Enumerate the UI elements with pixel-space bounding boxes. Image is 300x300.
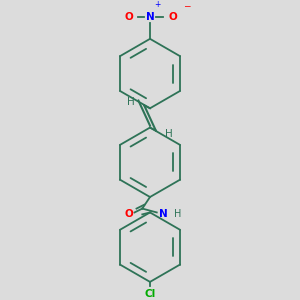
Text: H: H bbox=[165, 129, 173, 139]
Text: O: O bbox=[124, 209, 133, 219]
Text: N: N bbox=[159, 209, 168, 219]
Text: Cl: Cl bbox=[144, 289, 156, 298]
Text: H: H bbox=[174, 209, 182, 219]
Text: N: N bbox=[146, 12, 154, 22]
Text: H: H bbox=[127, 97, 135, 106]
Text: +: + bbox=[154, 0, 161, 9]
Text: O: O bbox=[169, 12, 178, 22]
Text: O: O bbox=[124, 12, 133, 22]
Text: −: − bbox=[183, 2, 190, 10]
